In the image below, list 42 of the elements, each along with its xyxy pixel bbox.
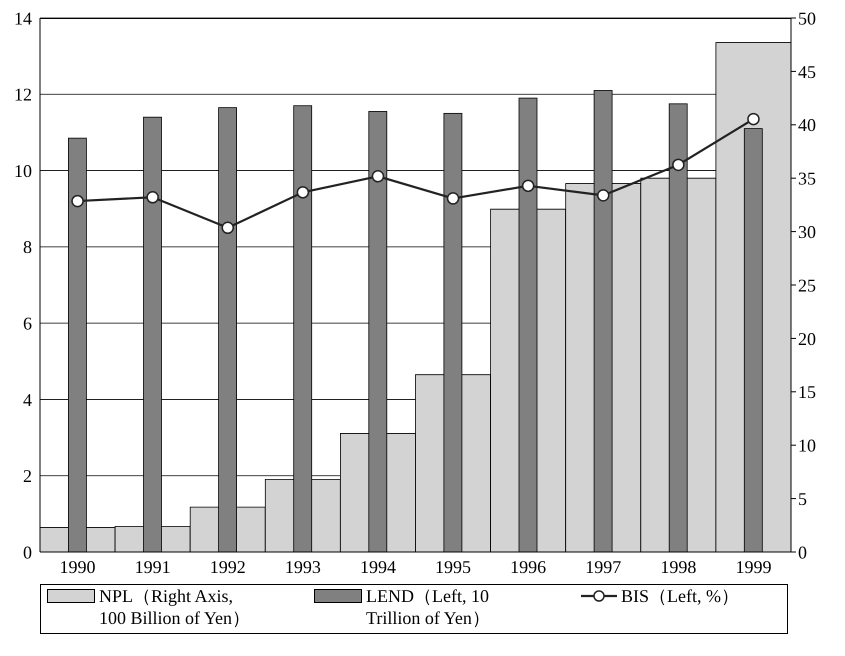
- y2-tick-label: 40: [798, 115, 816, 136]
- point: [747, 112, 760, 126]
- y-tick-label: 6: [23, 314, 32, 334]
- y2-tick-label: 20: [798, 328, 816, 349]
- y2-tick-label: 10: [798, 436, 816, 456]
- point: [146, 191, 159, 204]
- point: [672, 158, 685, 172]
- y-tick-label: 4: [23, 390, 32, 410]
- y-tick-label: 8: [23, 237, 32, 258]
- legend-label: BIS（Left, %）: [621, 585, 740, 607]
- point: [296, 186, 310, 199]
- x-tick-label: 1997: [585, 556, 622, 577]
- y2-tick-label: 15: [798, 382, 816, 402]
- x-tick-label: 1998: [660, 556, 696, 577]
- y2-tick-label: 0: [798, 542, 807, 562]
- y2-tick-label: 5: [798, 488, 807, 509]
- point: [222, 222, 234, 234]
- y-tick-label: 0: [23, 542, 32, 562]
- legend-label: LEND（Left, 10 Trillion of Yen）: [366, 585, 491, 629]
- x-tick-label: 1992: [210, 556, 246, 577]
- y2-tick-label: 30: [798, 222, 816, 242]
- point: [597, 189, 610, 202]
- y2-tick-label: 25: [798, 275, 816, 296]
- y-tick-label: 14: [14, 8, 32, 28]
- x-tick-label: 1996: [510, 556, 546, 577]
- y2-tick-label: 50: [798, 8, 816, 28]
- y-tick-label: 2: [23, 466, 32, 486]
- y2-tick-label: 45: [798, 62, 816, 82]
- y2-tick-label: 35: [798, 168, 816, 189]
- legend-label: NPL（Right Axis, 100 Billion of Yen）: [99, 585, 252, 629]
- x-tick-label: 1994: [360, 556, 396, 577]
- x-tick-label: 1999: [735, 556, 772, 577]
- x-tick-label: 1991: [134, 556, 171, 577]
- point: [71, 194, 84, 208]
- x-tick-label: 1990: [60, 556, 96, 577]
- y-tick-label: 12: [14, 84, 32, 105]
- point: [372, 170, 384, 183]
- x-tick-label: 1993: [284, 556, 321, 577]
- point: [522, 180, 534, 192]
- y-tick-label: 10: [14, 160, 32, 181]
- point: [446, 192, 460, 205]
- x-tick-label: 1995: [435, 556, 472, 577]
